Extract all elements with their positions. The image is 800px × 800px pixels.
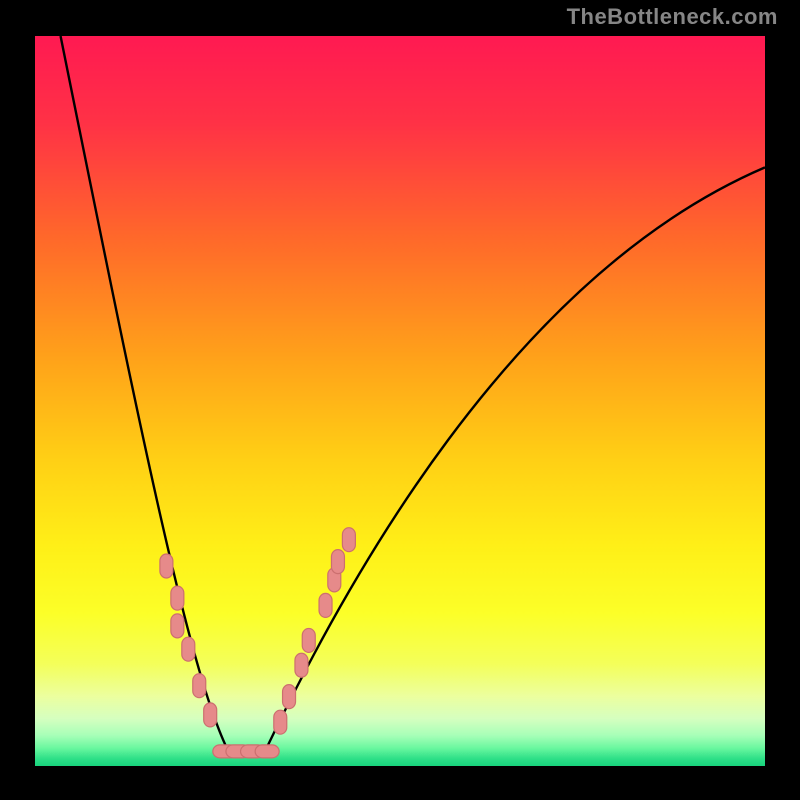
- data-marker: [160, 554, 173, 578]
- data-marker: [204, 703, 217, 727]
- outer-frame: TheBottleneck.com: [0, 0, 800, 800]
- plot-area: [35, 36, 765, 766]
- chart-svg: [35, 36, 765, 766]
- data-marker: [295, 653, 308, 677]
- data-marker: [255, 745, 279, 758]
- data-marker: [182, 637, 195, 661]
- data-marker: [342, 528, 355, 552]
- data-marker: [319, 593, 332, 617]
- data-marker: [302, 628, 315, 652]
- data-marker: [171, 586, 184, 610]
- bottleneck-curve: [61, 36, 765, 751]
- watermark-text: TheBottleneck.com: [567, 4, 778, 30]
- data-marker: [193, 674, 206, 698]
- data-marker: [274, 710, 287, 734]
- data-marker: [331, 550, 344, 574]
- curve-layer: [61, 36, 765, 751]
- data-marker: [171, 614, 184, 638]
- markers-layer: [160, 528, 356, 758]
- data-marker: [283, 685, 296, 709]
